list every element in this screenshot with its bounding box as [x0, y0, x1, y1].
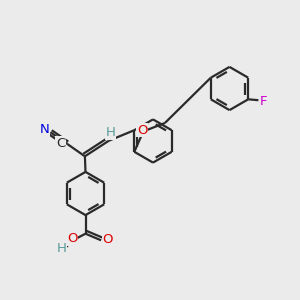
Text: C: C	[56, 136, 65, 150]
Text: H: H	[106, 126, 115, 139]
Text: O: O	[67, 232, 78, 245]
Text: O: O	[103, 233, 113, 246]
Text: F: F	[260, 95, 268, 108]
Text: N: N	[40, 123, 49, 136]
Text: O: O	[137, 124, 147, 137]
Text: H: H	[57, 242, 66, 255]
